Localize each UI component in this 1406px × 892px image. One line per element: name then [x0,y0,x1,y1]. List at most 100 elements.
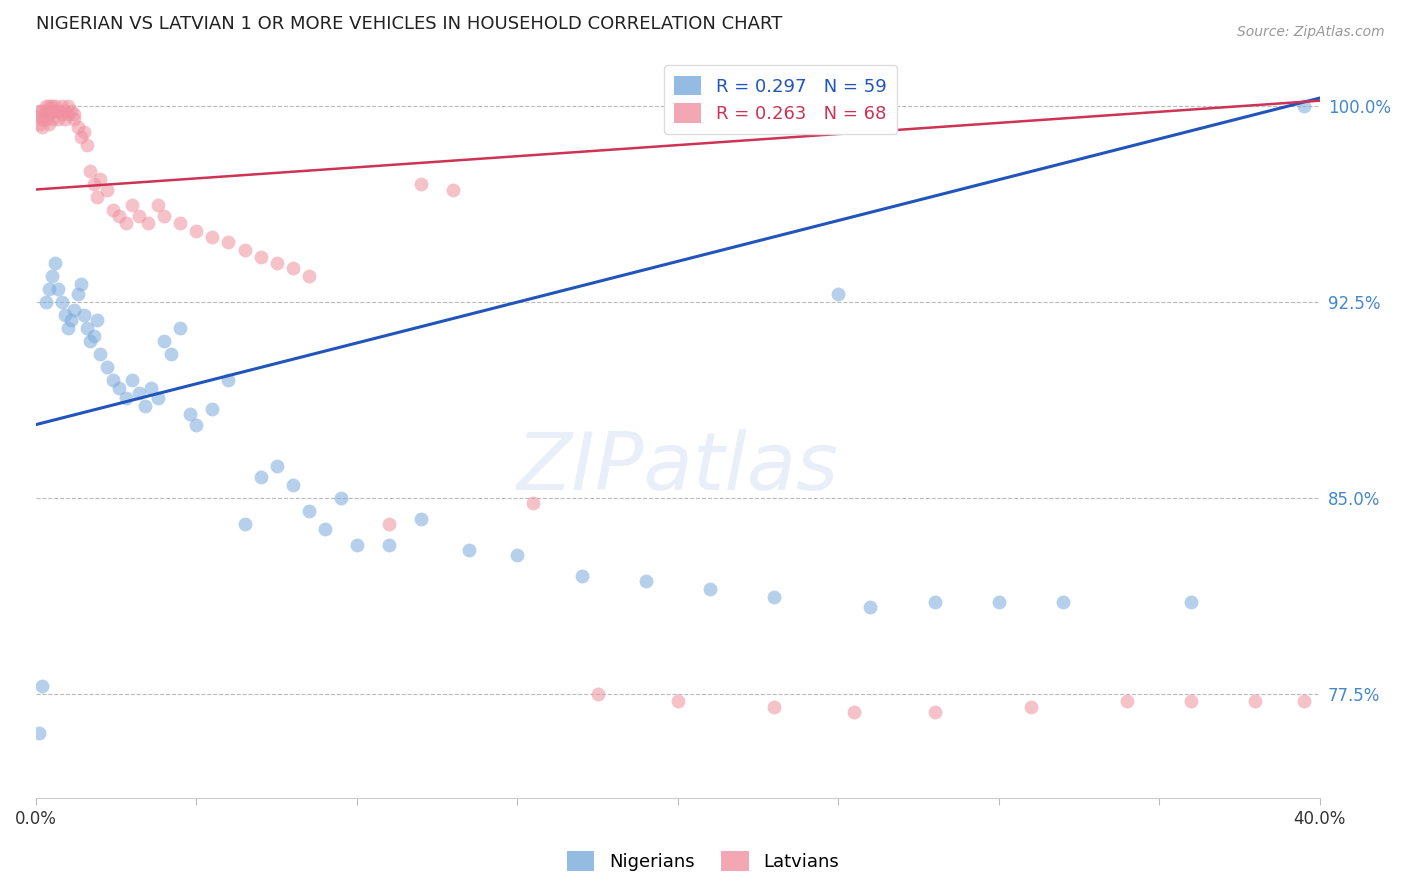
Point [34,294,56,309]
Point [634,574,657,589]
Point [763,590,786,604]
Point [186,417,208,432]
Point [128,386,150,401]
Point [522,496,544,510]
Point [28,117,51,131]
Point [378,538,401,552]
Point [666,694,689,708]
Legend: Nigerians, Latvians: Nigerians, Latvians [560,844,846,879]
Point [53,308,76,322]
Point [48,104,70,119]
Point [298,504,321,518]
Point [201,401,224,416]
Point [66,120,89,134]
Point [53,104,76,119]
Point [66,287,89,301]
Text: NIGERIAN VS LATVIAN 1 OR MORE VEHICLES IN HOUSEHOLD CORRELATION CHART: NIGERIAN VS LATVIAN 1 OR MORE VEHICLES I… [37,15,782,33]
Point [76,321,98,335]
Point [108,381,131,395]
Point [38,107,60,121]
Point [31,104,53,119]
Point [987,595,1010,609]
Point [70,277,93,291]
Point [41,112,63,126]
Point [218,235,240,249]
Point [34,99,56,113]
Point [108,209,131,223]
Text: Source: ZipAtlas.com: Source: ZipAtlas.com [1237,25,1385,39]
Point [79,334,101,348]
Point [346,538,368,552]
Point [96,360,118,375]
Point [179,407,201,421]
Point [153,209,176,223]
Point [28,104,51,119]
Point [141,381,163,395]
Point [89,172,111,186]
Point [201,229,224,244]
Point [121,198,143,212]
Point [51,294,73,309]
Point [1180,595,1202,609]
Point [44,99,66,113]
Text: ZIPatlas: ZIPatlas [517,429,839,508]
Point [1180,694,1202,708]
Point [169,217,191,231]
Point [83,328,105,343]
Point [48,112,70,126]
Point [249,251,271,265]
Point [281,260,304,275]
Point [76,138,98,153]
Point [53,112,76,126]
Point [28,726,51,740]
Point [1244,694,1267,708]
Point [1052,595,1074,609]
Point [844,705,866,719]
Point [38,117,60,131]
Point [83,178,105,192]
Point [41,99,63,113]
Point [136,217,159,231]
Point [28,109,51,123]
Point [329,491,352,505]
Point [186,224,208,238]
Point [699,582,721,596]
Point [146,392,169,406]
Point [159,347,181,361]
Point [101,373,124,387]
Point [79,164,101,178]
Point [31,120,53,134]
Point [60,104,83,119]
Point [146,198,169,212]
Point [51,107,73,121]
Point [41,104,63,119]
Point [571,569,593,583]
Point [114,392,136,406]
Point [31,112,53,126]
Point [1116,694,1139,708]
Point [441,182,464,196]
Point [128,209,150,223]
Point [409,511,432,525]
Point [60,313,83,327]
Point [56,321,79,335]
Point [266,255,288,269]
Point [506,548,529,562]
Point [48,282,70,296]
Point [44,255,66,269]
Point [1019,699,1042,714]
Point [56,107,79,121]
Point [73,308,96,322]
Point [31,679,53,693]
Legend: R = 0.297   N = 59, R = 0.263   N = 68: R = 0.297 N = 59, R = 0.263 N = 68 [664,65,897,134]
Point [314,522,336,536]
Point [924,705,946,719]
Point [86,313,108,327]
Point [96,182,118,196]
Point [89,347,111,361]
Point [101,203,124,218]
Point [169,321,191,335]
Point [266,459,288,474]
Point [41,268,63,283]
Point [153,334,176,348]
